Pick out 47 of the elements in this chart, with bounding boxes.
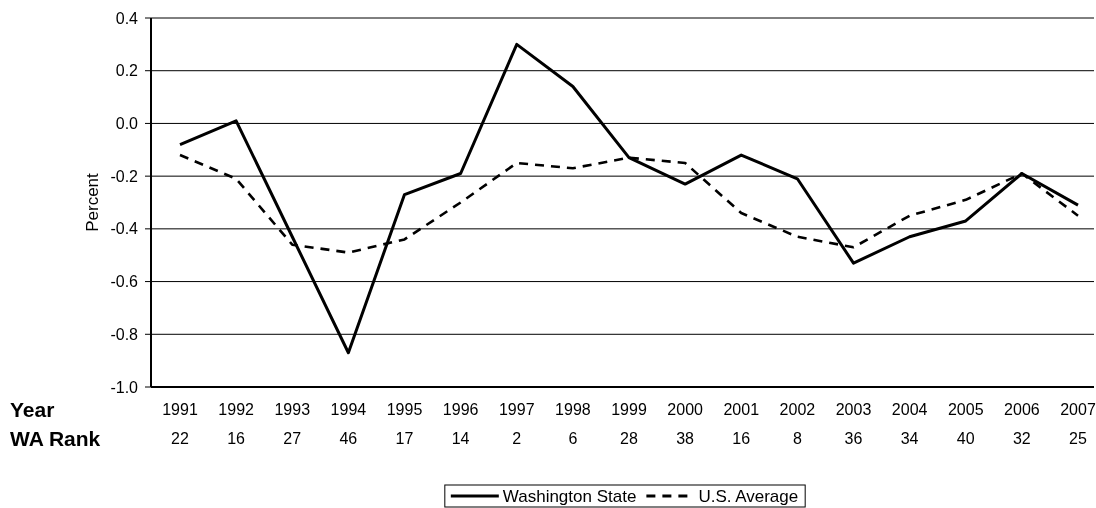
legend-label: Washington State bbox=[502, 486, 637, 506]
text: 14 bbox=[451, 429, 470, 447]
text: 6 bbox=[568, 429, 578, 447]
y-tick-label: -1.0 bbox=[110, 378, 139, 396]
x-tick-label: 1993 bbox=[274, 400, 311, 418]
y-tick-label: 0.2 bbox=[115, 62, 139, 80]
text: 17 bbox=[395, 429, 414, 447]
x-tick-label: 1996 bbox=[442, 400, 479, 418]
y-axis-title: Percent bbox=[82, 172, 102, 232]
legend-label: U.S. Average bbox=[698, 486, 799, 506]
x-tick-label: 2001 bbox=[723, 400, 760, 418]
y-tick-label: 0.0 bbox=[115, 114, 139, 132]
x-tick-label: 1995 bbox=[386, 400, 423, 418]
y-tick-label: -0.2 bbox=[110, 167, 139, 185]
x-tick-label: 2005 bbox=[947, 400, 984, 418]
text: 28 bbox=[620, 429, 638, 447]
text: 25 bbox=[1069, 429, 1087, 447]
x-tick-label: 2007 bbox=[1060, 400, 1096, 418]
text: 8 bbox=[792, 429, 802, 447]
text: 36 bbox=[844, 429, 863, 447]
x-tick-label: 1992 bbox=[218, 400, 255, 418]
y-tick-label: 0.4 bbox=[115, 9, 139, 27]
text: 38 bbox=[676, 429, 695, 447]
text: 16 bbox=[227, 429, 246, 447]
x-tick-label: 2002 bbox=[779, 400, 816, 418]
x-tick-label: 2004 bbox=[891, 400, 928, 418]
x-tick-label: 2006 bbox=[1004, 400, 1040, 418]
text: 27 bbox=[283, 429, 302, 447]
text: 32 bbox=[1012, 429, 1031, 447]
x-tick-label: 2003 bbox=[835, 400, 872, 418]
text: 2 bbox=[512, 429, 522, 447]
text: 16 bbox=[732, 429, 751, 447]
text: 34 bbox=[900, 429, 919, 447]
x-tick-label: 1991 bbox=[162, 400, 198, 418]
y-tick-label: -0.4 bbox=[110, 220, 139, 238]
text: 22 bbox=[171, 429, 189, 447]
x-tick-label: 1994 bbox=[330, 400, 367, 418]
y-tick-label: -0.8 bbox=[110, 325, 139, 343]
x-tick-label: 1998 bbox=[555, 400, 591, 418]
x-tick-label: 2000 bbox=[667, 400, 704, 418]
x-tick-label: 1999 bbox=[611, 400, 647, 418]
text: 40 bbox=[956, 429, 975, 447]
x-tick-label: 1997 bbox=[498, 400, 535, 418]
text: WA Rank bbox=[10, 426, 101, 450]
y-tick-label: -0.6 bbox=[110, 273, 139, 291]
x-axis-title: Year bbox=[10, 397, 55, 421]
text: 46 bbox=[339, 429, 358, 447]
